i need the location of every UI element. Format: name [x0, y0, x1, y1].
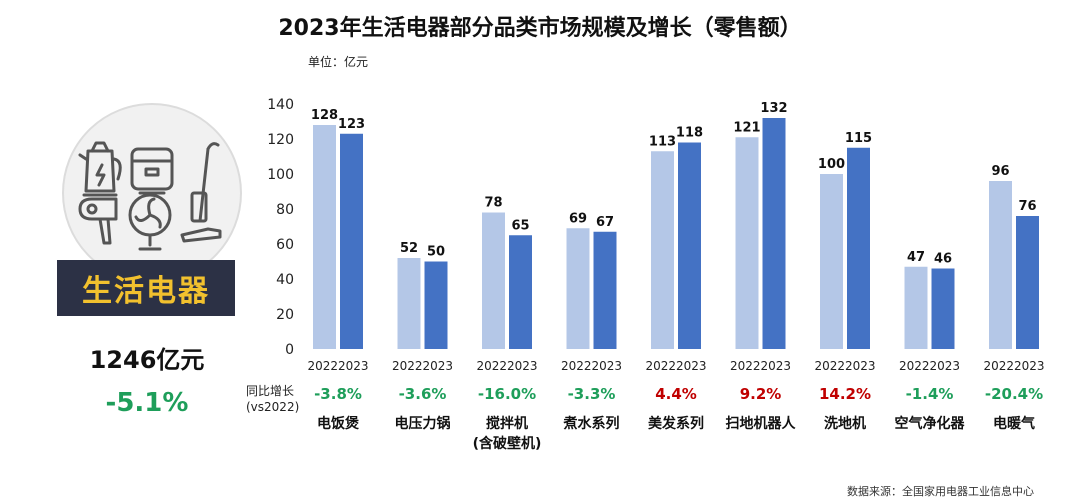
- bar-2022: [397, 258, 421, 349]
- category-name: 洗地机: [824, 415, 866, 432]
- bar-2023: [593, 231, 617, 349]
- data-label-2023: 67: [596, 215, 614, 230]
- data-label-2023: 46: [934, 252, 952, 267]
- hair-dryer-icon: [78, 197, 118, 245]
- bar-2023: [340, 133, 363, 349]
- y-tick-label: 100: [267, 167, 294, 183]
- bar-2022: [313, 125, 336, 349]
- growth-rate: -16.0%: [478, 385, 536, 403]
- data-label-2022: 47: [907, 250, 925, 265]
- x-tick-label: 20222023: [561, 359, 622, 373]
- growth-rate: -3.8%: [314, 385, 362, 403]
- bar-2023: [509, 235, 532, 349]
- x-tick-label: 20222023: [476, 359, 537, 373]
- growth-rate: 14.2%: [819, 385, 871, 403]
- category-name: 美发系列: [648, 415, 704, 432]
- bar-2022: [482, 212, 505, 349]
- bar-2023: [1016, 216, 1039, 349]
- yoy-label-line2: (vs2022): [246, 400, 300, 414]
- bar-2023: [762, 118, 786, 349]
- growth-rate: 4.4%: [655, 385, 697, 403]
- data-label-2022: 69: [569, 211, 587, 226]
- data-label-2022: 113: [649, 134, 676, 149]
- x-tick-label: 20222023: [730, 359, 791, 373]
- bar-2023: [678, 142, 701, 349]
- data-label-2023: 65: [511, 218, 529, 233]
- y-tick-label: 120: [267, 132, 294, 148]
- data-label-2022: 121: [733, 120, 760, 135]
- yoy-label: 同比增长 (vs2022): [246, 383, 299, 415]
- rice-cooker-icon: [130, 147, 174, 195]
- data-label-2022: 128: [311, 108, 338, 123]
- data-label-2023: 50: [427, 245, 445, 260]
- category-name: 电压力锅: [395, 415, 451, 432]
- fan-icon: [128, 193, 172, 251]
- category-label: 生活电器: [57, 260, 235, 316]
- growth-rate: -3.3%: [568, 385, 616, 403]
- category-name: 电饭煲: [317, 415, 360, 432]
- data-label-2023: 115: [845, 131, 872, 146]
- category-name: 空气净化器: [895, 415, 966, 432]
- chart-title: 2023年生活电器部分品类市场规模及增长（零售额）: [278, 16, 802, 41]
- bar-2022: [651, 151, 674, 349]
- growth-rate: -3.6%: [399, 385, 447, 403]
- unit-label: 单位：亿元: [308, 55, 369, 69]
- total-market-size: 1246亿元: [89, 346, 205, 374]
- bar-2022: [989, 181, 1012, 349]
- kettle-icon: [78, 141, 122, 197]
- data-label-2023: 132: [760, 101, 787, 116]
- growth-rate: -20.4%: [985, 385, 1043, 403]
- category-name-sub: (含破壁机): [473, 435, 542, 452]
- x-tick-label: 20222023: [814, 359, 875, 373]
- bar-2022: [820, 174, 843, 349]
- growth-rate: 9.2%: [740, 385, 782, 403]
- x-tick-label: 20222023: [307, 359, 368, 373]
- data-source: 数据来源：全国家用电器工业信息中心: [847, 485, 1034, 498]
- y-tick-label: 80: [276, 202, 294, 218]
- y-tick-label: 0: [285, 342, 294, 358]
- appliance-icons: [78, 141, 222, 251]
- category-name: 电暖气: [993, 415, 1035, 432]
- data-label-2022: 52: [400, 241, 418, 256]
- data-label-2022: 100: [818, 157, 845, 172]
- yoy-label-line1: 同比增长: [246, 384, 295, 398]
- data-label-2022: 78: [484, 196, 502, 211]
- data-label-2023: 118: [676, 126, 703, 141]
- bar-2022: [904, 266, 928, 349]
- y-tick-label: 140: [267, 97, 294, 113]
- bar-2023: [847, 147, 870, 349]
- growth-rate: -1.4%: [906, 385, 954, 403]
- x-tick-label: 20222023: [899, 359, 960, 373]
- bar-2023: [424, 261, 448, 349]
- y-tick-label: 60: [276, 237, 294, 253]
- x-tick-label: 20222023: [645, 359, 706, 373]
- bar-2023: [931, 268, 955, 349]
- category-name: 扫地机器人: [726, 415, 797, 432]
- y-tick-label: 40: [276, 272, 294, 288]
- bar-2022: [566, 228, 590, 349]
- x-tick-label: 20222023: [983, 359, 1044, 373]
- floor-washer-icon: [180, 142, 222, 243]
- category-name: 搅拌机: [486, 415, 528, 432]
- data-label-2023: 123: [338, 117, 365, 132]
- bar-2022: [735, 137, 759, 349]
- data-label-2022: 96: [991, 164, 1009, 179]
- total-growth-rate: -5.1%: [105, 388, 189, 418]
- y-tick-label: 20: [276, 307, 294, 323]
- x-tick-label: 20222023: [392, 359, 453, 373]
- data-label-2023: 76: [1018, 199, 1036, 214]
- category-name: 煮水系列: [563, 415, 620, 432]
